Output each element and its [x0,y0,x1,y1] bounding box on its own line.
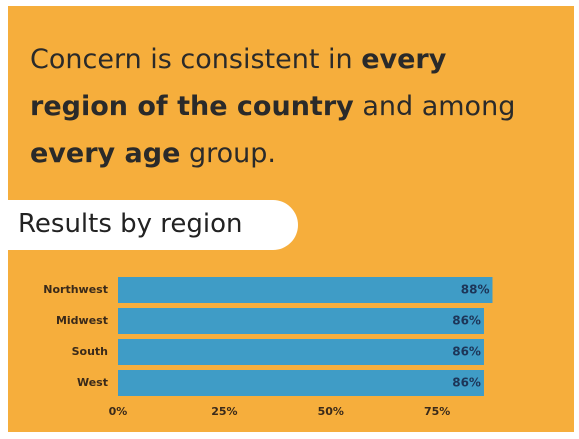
x-tick-label: 25% [211,405,237,418]
section-label: Results by region [18,209,243,239]
value-label: 86% [452,314,481,328]
y-tick-label: South [72,345,108,358]
headline-run: group. [180,138,276,169]
bar [118,370,484,396]
headline-run: and among [353,91,516,122]
y-tick-label: Northwest [43,283,108,296]
headline-run: Concern is consistent in [30,44,362,75]
x-tick-label: 50% [318,405,344,418]
chart: 0% 25% 50% 75% Northwest 88% Midwest 86% South 86… [43,277,493,418]
bar [118,277,493,303]
x-tick-label: 75% [424,405,450,418]
value-label: 88% [461,283,490,297]
x-tick-label: 0% [109,405,128,418]
section-pill: Results by region [8,200,298,250]
value-label: 86% [452,376,481,390]
headline-run: every age [30,138,181,169]
headline-run: every region of the country [30,44,447,122]
y-tick-label: Midwest [56,314,108,327]
headline: Concern is consistent in every region of… [30,36,550,177]
y-tick-label: West [77,376,108,389]
bar [118,339,484,365]
card: Concern is consistent in every region of… [8,6,574,432]
value-label: 86% [452,345,481,359]
bar [118,308,484,334]
